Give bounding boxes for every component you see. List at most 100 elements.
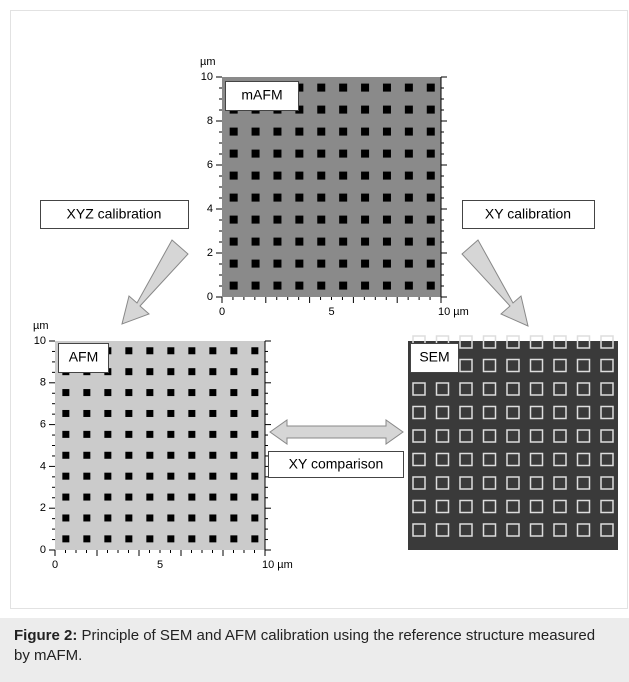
pattern-square <box>412 382 426 396</box>
pattern-square <box>295 127 304 136</box>
pattern-square <box>273 171 282 180</box>
pattern-square <box>361 237 370 246</box>
pattern-square <box>576 382 591 396</box>
pattern-square <box>426 215 435 224</box>
label-box <box>268 451 404 478</box>
y-tick-label: 10 <box>34 335 46 347</box>
pattern-square <box>230 535 238 543</box>
y-tick-label: 6 <box>207 159 213 171</box>
pattern-square <box>317 237 326 246</box>
y-tick-label: 2 <box>40 502 46 514</box>
pattern-square <box>482 523 497 537</box>
pattern-square <box>482 429 497 443</box>
pattern-square <box>382 149 391 158</box>
pattern-square <box>251 493 259 501</box>
pattern-square <box>412 523 426 537</box>
pattern-square <box>251 514 259 522</box>
pattern-square <box>125 409 133 417</box>
pattern-square <box>317 83 326 92</box>
y-tick-label: 2 <box>207 247 213 259</box>
pattern-square <box>167 430 175 438</box>
pattern-square <box>167 451 175 459</box>
pattern-square <box>404 127 413 136</box>
pattern-square <box>529 476 544 490</box>
pattern-square <box>251 281 260 290</box>
y-tick-label: 0 <box>207 291 213 303</box>
caption-label: Figure 2: <box>14 627 78 644</box>
arrow-right <box>461 239 529 327</box>
pattern-square <box>125 347 133 355</box>
pattern-square <box>600 382 614 396</box>
arrow-double <box>269 419 404 445</box>
pattern-square <box>230 368 238 376</box>
pattern-square <box>251 171 260 180</box>
pattern-square <box>125 493 133 501</box>
pattern-square <box>295 149 304 158</box>
pattern-square <box>188 514 196 522</box>
panel-label: AFM <box>69 349 99 365</box>
y-tick-label: 6 <box>40 419 46 431</box>
pattern-square <box>361 127 370 136</box>
pattern-square <box>125 472 133 480</box>
pattern-square <box>295 193 304 202</box>
pattern-square <box>529 358 544 373</box>
pattern-square <box>209 409 217 417</box>
pattern-square <box>251 472 259 480</box>
afm-panel: µm 10 8 6 4 2 00 5 10 µm AFM <box>33 320 293 571</box>
pattern-square <box>230 451 238 459</box>
pattern-square <box>426 237 435 246</box>
pattern-square <box>361 281 370 290</box>
x-tick-label: 5 <box>328 306 334 318</box>
pattern-square <box>382 281 391 290</box>
pattern-square <box>229 193 238 202</box>
panel-label-box <box>410 343 459 373</box>
pattern-square <box>459 382 473 396</box>
pattern-square <box>251 149 260 158</box>
pattern-square <box>361 215 370 224</box>
pattern-square <box>459 405 473 420</box>
pattern-square <box>104 409 112 417</box>
pattern-square <box>506 499 520 514</box>
pattern-square <box>426 259 435 268</box>
pattern-square <box>553 476 567 490</box>
pattern-square <box>382 105 391 114</box>
pattern-square <box>435 405 450 420</box>
pattern-square <box>459 335 473 349</box>
panel-label-box <box>225 81 299 111</box>
pattern-square <box>83 493 91 501</box>
pattern-square <box>251 368 259 376</box>
pattern-square <box>339 193 348 202</box>
pattern-square <box>273 193 282 202</box>
pattern-square <box>188 451 196 459</box>
pattern-square <box>251 259 260 268</box>
pattern-square <box>146 514 154 522</box>
pattern-square <box>146 409 154 417</box>
pattern-square <box>361 193 370 202</box>
pattern-square <box>576 476 591 490</box>
pattern-square <box>273 237 282 246</box>
caption-text: Principle of SEM and AFM calibration usi… <box>14 627 596 664</box>
pattern-square <box>339 171 348 180</box>
pattern-square <box>482 358 497 373</box>
pattern-square <box>62 451 70 459</box>
pattern-square <box>553 405 567 420</box>
pattern-square <box>167 347 175 355</box>
pattern-square <box>104 389 112 397</box>
pattern-square <box>600 358 614 373</box>
pattern-square <box>251 215 260 224</box>
pattern-square <box>83 409 91 417</box>
pattern-square <box>167 409 175 417</box>
pattern-square <box>382 259 391 268</box>
pattern-square <box>251 451 259 459</box>
pattern-square <box>317 127 326 136</box>
pattern-square <box>230 514 238 522</box>
pattern-square <box>146 472 154 480</box>
pattern-square <box>339 83 348 92</box>
pattern-square <box>230 472 238 480</box>
pattern-square <box>229 281 238 290</box>
pattern-square <box>62 430 70 438</box>
pattern-square <box>382 193 391 202</box>
y-tick-label: 8 <box>207 115 213 127</box>
pattern-square <box>251 127 260 136</box>
pattern-square <box>209 514 217 522</box>
